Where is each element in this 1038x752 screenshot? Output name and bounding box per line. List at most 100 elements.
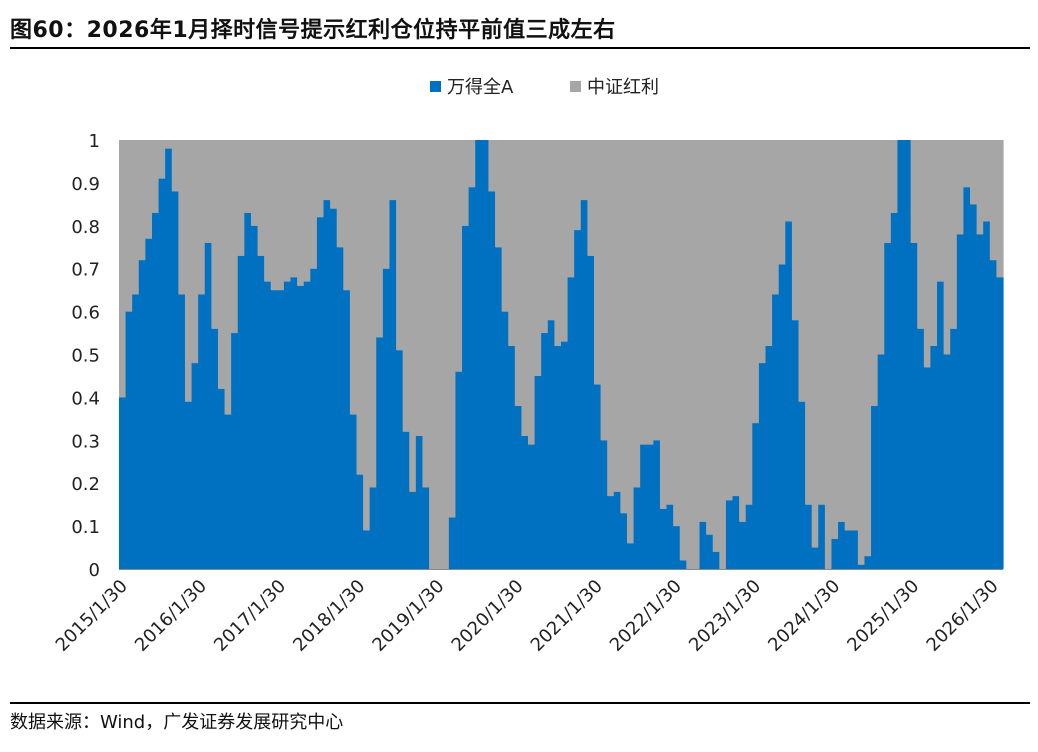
dividend-bar (547, 140, 556, 321)
dividend-bar (488, 140, 496, 192)
wande-bar (191, 363, 199, 569)
dividend-bar (811, 140, 819, 548)
dividend-bar (613, 140, 621, 492)
x-tick-label: 2017/1/30 (210, 576, 290, 656)
x-tick-label: 2021/1/30 (527, 576, 607, 656)
legend-label: 万得全A (447, 77, 514, 98)
dividend-bar (745, 140, 753, 505)
dividend-bar (495, 140, 503, 248)
dividend-bar (646, 140, 654, 445)
dividend-bar (257, 140, 265, 256)
dividend-bar (587, 140, 595, 256)
wande-bar (343, 290, 351, 569)
dividend-bar (739, 140, 747, 522)
wande-bar (514, 405, 523, 569)
wande-bar (923, 367, 932, 569)
wande-bar (838, 521, 846, 569)
wande-bar (897, 140, 905, 569)
y-tick-label: 0.9 (71, 174, 100, 195)
dividend-bar (125, 140, 133, 312)
dividend-bar (468, 140, 476, 188)
wande-bar (772, 294, 780, 569)
legend-swatch (430, 81, 441, 92)
dividend-bar (448, 140, 457, 518)
dividend-bar (890, 140, 899, 213)
dividend-bar (343, 140, 351, 291)
wande-bar (488, 191, 496, 570)
x-tick-label: 2026/1/30 (923, 576, 1003, 656)
wande-bar (983, 221, 991, 569)
dividend-bar (158, 140, 166, 179)
wande-bar (785, 221, 793, 569)
wande-bar (290, 277, 298, 569)
dividend-bar (297, 140, 305, 286)
dividend-bar (277, 140, 285, 291)
x-tick-label: 2025/1/30 (843, 576, 923, 656)
dividend-bar (382, 140, 391, 269)
dividend-bar (791, 140, 800, 321)
dividend-bar (593, 140, 602, 385)
dividend-bar (204, 140, 212, 243)
dividend-bar (231, 140, 239, 334)
wande-bar (369, 487, 377, 569)
wande-bar (475, 140, 483, 569)
dividend-bar (719, 140, 727, 569)
dividend-bar (138, 140, 146, 261)
dividend-bar (191, 140, 199, 364)
dividend-bar (574, 140, 582, 231)
dividend-bar (363, 140, 371, 531)
dividend-bar (356, 140, 364, 475)
wande-bar (297, 285, 305, 569)
dividend-bar (396, 140, 404, 351)
dividend-bar (316, 140, 325, 218)
wande-bar (462, 225, 470, 570)
wande-bar (937, 281, 945, 569)
dividend-bar (283, 140, 292, 282)
wande-bar (501, 311, 509, 569)
y-tick-label: 0.2 (71, 474, 100, 495)
wande-bar (455, 371, 463, 569)
dividend-bar (640, 140, 648, 445)
dividend-bar (198, 140, 206, 295)
wande-bar (884, 242, 892, 569)
wande-bar (356, 474, 364, 569)
y-tick-label: 0.4 (71, 388, 100, 409)
dividend-bar (930, 140, 938, 346)
dividend-bar (620, 140, 628, 514)
dividend-bar (402, 140, 410, 432)
wande-bar (798, 401, 806, 569)
dividend-bar (666, 140, 674, 505)
wande-bar (626, 543, 635, 569)
wande-bar (943, 354, 951, 569)
wande-bar (844, 530, 852, 569)
wande-bar (877, 354, 885, 569)
dividend-bar (521, 140, 529, 437)
legend: 万得全A 中证红利 (430, 77, 659, 98)
wande-bar (415, 436, 424, 569)
wande-bar (712, 551, 720, 569)
dividend-bar (857, 140, 866, 565)
dividend-bar (376, 140, 384, 338)
wande-bar (250, 225, 259, 570)
dividend-bar (554, 140, 562, 346)
wande-bar (666, 504, 674, 569)
wande-bar (132, 294, 140, 569)
wande-bar (871, 405, 879, 569)
dividend-bar (455, 140, 463, 372)
dividend-bar (237, 140, 245, 256)
x-tick-label: 2015/1/30 (52, 576, 132, 656)
dividend-bar (165, 140, 173, 149)
dividend-bar (389, 140, 397, 201)
dividend-bar (264, 140, 272, 282)
wande-bar (125, 311, 133, 569)
wande-bar (316, 217, 325, 569)
wande-bar (554, 345, 562, 569)
dividend-bar (442, 140, 450, 569)
dividend-bar (534, 140, 542, 376)
figure-title: 图60：2026年1月择时信号提示红利仓位持平前值三成左右 (10, 18, 616, 43)
dividend-bar (369, 140, 377, 488)
wande-bar (257, 255, 265, 569)
wande-bar (495, 247, 503, 569)
dividend-bar (290, 140, 298, 278)
wande-bar (739, 521, 747, 569)
